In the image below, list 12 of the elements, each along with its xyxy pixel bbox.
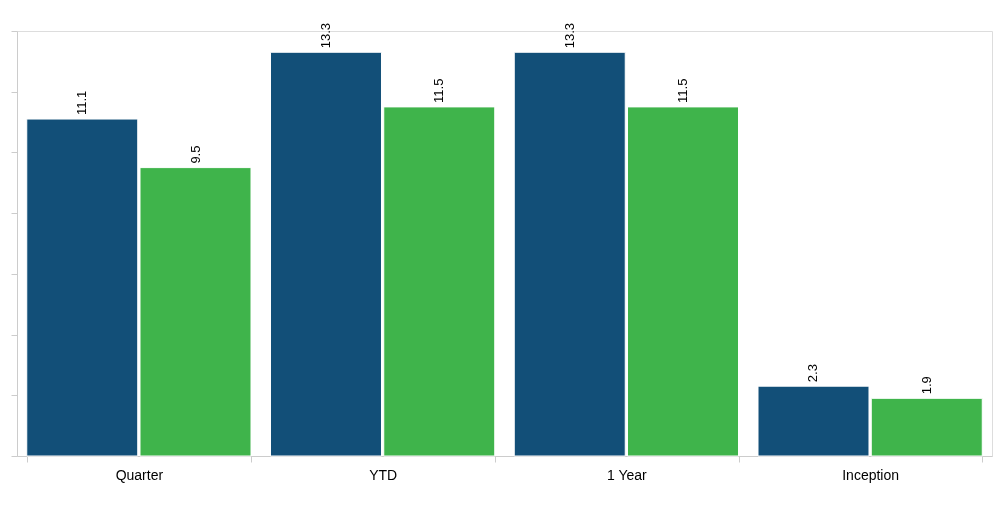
data-label: 9.5: [187, 145, 203, 164]
data-label: 13.3: [318, 22, 333, 49]
data-label: 1.9: [918, 376, 934, 395]
data-label: 11.5: [431, 78, 447, 103]
data-label: 13.3: [561, 22, 577, 49]
data-label: 11.5: [675, 78, 690, 103]
x-tick-label: YTD: [369, 466, 398, 483]
x-tick-label: Inception: [842, 466, 900, 483]
data-label: 2.3: [805, 364, 821, 383]
x-tick-label: 1 Year: [607, 466, 648, 483]
data-label: 11.1: [74, 90, 90, 116]
x-tick-label: Quarter: [115, 466, 164, 483]
